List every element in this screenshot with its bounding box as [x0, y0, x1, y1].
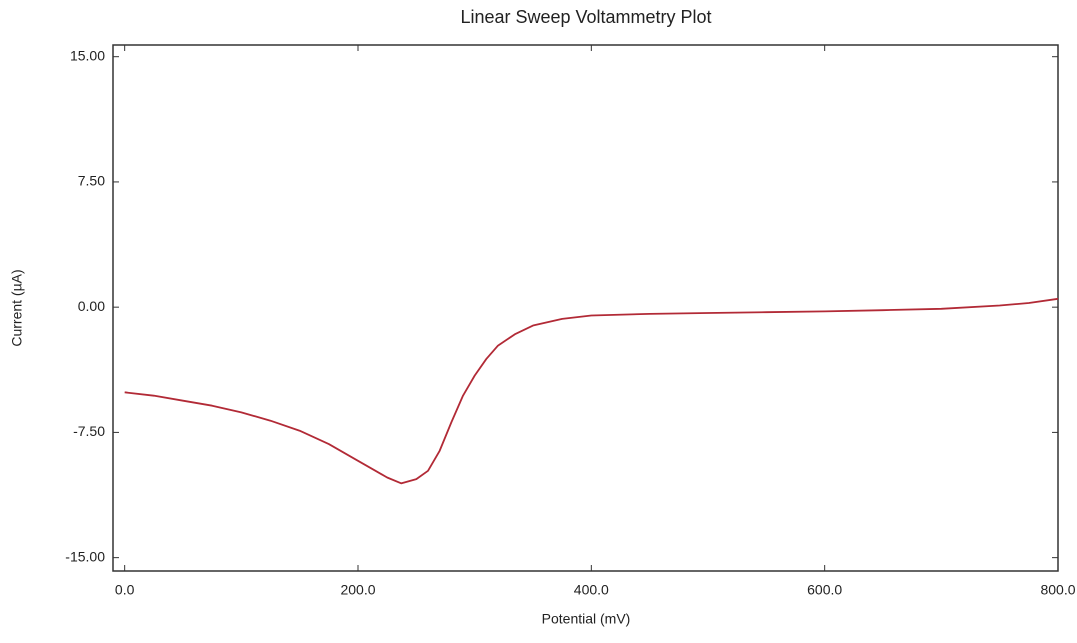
x-axis-label: Potential (mV) [542, 611, 631, 627]
y-tick-label: -7.50 [73, 423, 105, 439]
x-tick-label: 0.0 [115, 582, 135, 598]
x-tick-label: 600.0 [807, 582, 842, 598]
plot-frame [112, 44, 1059, 572]
x-tick-label: 200.0 [340, 582, 375, 598]
y-tick-label: 0.00 [78, 298, 105, 314]
x-tick-label: 400.0 [574, 582, 609, 598]
y-tick-label: -15.00 [65, 548, 105, 564]
chart-title: Linear Sweep Voltammetry Plot [460, 7, 711, 27]
y-tick-label: 7.50 [78, 173, 105, 189]
data-line [124, 297, 1059, 485]
y-tick-label: 15.00 [70, 47, 105, 63]
y-axis-label: Current (µA) [9, 269, 25, 346]
x-tick-label: 800.0 [1040, 582, 1075, 598]
